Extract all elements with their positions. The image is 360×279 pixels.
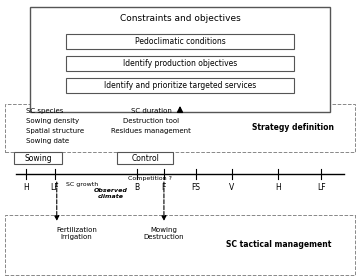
Text: SC species: SC species (26, 108, 64, 114)
Text: FS: FS (192, 183, 201, 192)
FancyBboxPatch shape (30, 7, 330, 112)
FancyBboxPatch shape (117, 152, 173, 164)
Text: Spatial structure: Spatial structure (26, 128, 85, 134)
Text: Sowing density: Sowing density (26, 118, 80, 124)
Text: Constraints and objectives: Constraints and objectives (120, 14, 240, 23)
Text: H: H (275, 183, 281, 192)
Text: F: F (162, 183, 166, 192)
Text: SC duration: SC duration (131, 108, 172, 114)
Text: Mowing
Destruction: Mowing Destruction (144, 227, 184, 240)
FancyBboxPatch shape (66, 56, 294, 71)
Text: Residues management: Residues management (112, 128, 192, 134)
Text: SC growth: SC growth (66, 182, 98, 187)
Text: H: H (23, 183, 29, 192)
Text: V: V (229, 183, 234, 192)
FancyBboxPatch shape (66, 34, 294, 49)
Text: Sowing date: Sowing date (26, 138, 69, 145)
Text: Observed
climate: Observed climate (93, 188, 127, 199)
Text: Sowing: Sowing (24, 153, 52, 162)
Text: Pedoclimatic conditions: Pedoclimatic conditions (135, 37, 225, 46)
Text: Identify production objectives: Identify production objectives (123, 59, 237, 68)
Text: LF: LF (51, 183, 59, 192)
Text: Fertilization
Irrigation: Fertilization Irrigation (56, 227, 97, 240)
Text: Destruction tool: Destruction tool (123, 118, 180, 124)
Text: B: B (135, 183, 140, 192)
FancyBboxPatch shape (66, 78, 294, 93)
Text: Control: Control (131, 153, 159, 162)
FancyBboxPatch shape (5, 104, 355, 152)
Text: SC tactical management: SC tactical management (226, 240, 331, 249)
FancyBboxPatch shape (5, 215, 355, 275)
Text: LF: LF (317, 183, 325, 192)
Text: Strategy definition: Strategy definition (252, 122, 333, 132)
Text: Competition ?: Competition ? (128, 176, 172, 181)
FancyBboxPatch shape (14, 152, 62, 164)
Text: Identify and prioritize targeted services: Identify and prioritize targeted service… (104, 81, 256, 90)
